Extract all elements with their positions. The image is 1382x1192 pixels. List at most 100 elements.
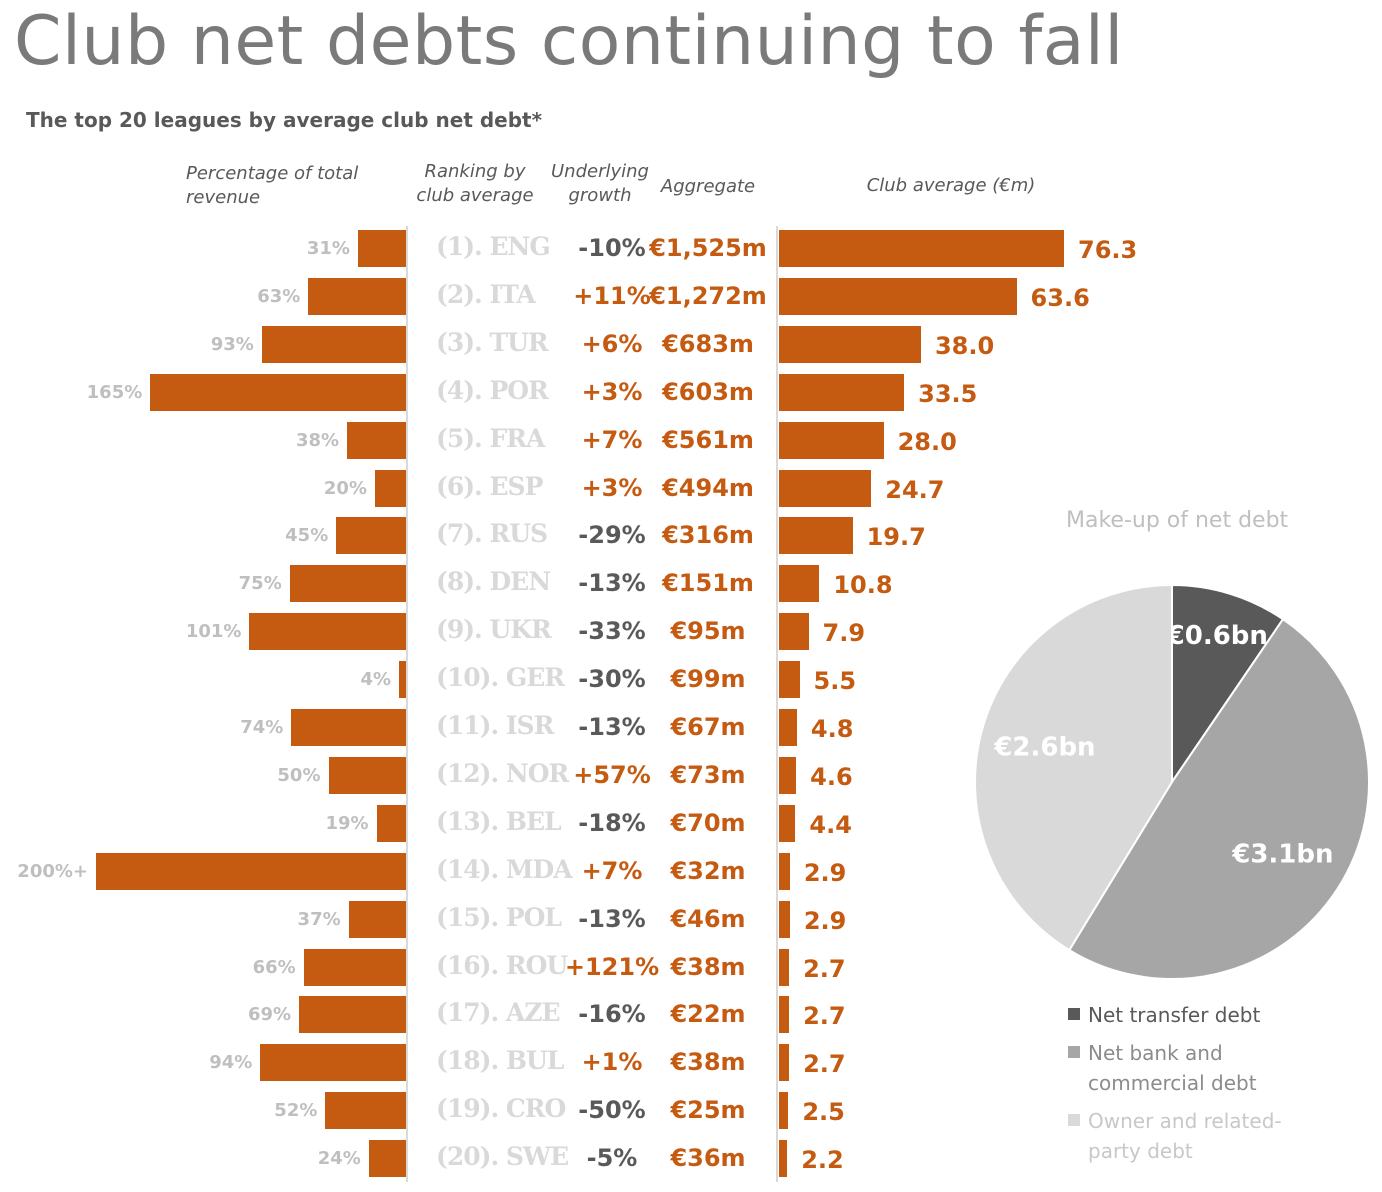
page-title: Club net debts continuing to fall [14,2,1124,81]
pct-bar [325,1092,406,1130]
growth-label: -30% [578,665,646,694]
aggregate-label: €36m [670,1144,746,1173]
pct-label: 45% [285,525,329,547]
pct-label: 63% [257,285,301,307]
legend-item-bank: Net bank and commercial debt [1068,1038,1368,1098]
average-bar [779,709,797,746]
pct-bar [399,661,406,699]
pie-slice-bank-label: €3.1bn [1231,840,1333,870]
pie-slice-bank [1067,617,1370,980]
average-label: 2.7 [803,1002,846,1031]
pct-bar [261,325,406,363]
growth-label: -13% [578,569,646,598]
aggregate-label: €99m [670,665,746,694]
pct-label: 66% [252,956,296,978]
aggregate-label: €494m [662,473,754,502]
rank-label: (12). NOR [436,758,569,788]
average-label: 2.7 [803,1050,846,1079]
average-bar [779,277,1017,315]
pie-legend: Net transfer debt Net bank and commercia… [1068,1000,1368,1174]
aggregate-label: €22m [670,1000,746,1029]
pie-slice-owner [974,583,1173,952]
subtitle: The top 20 leagues by average club net d… [26,108,543,132]
rank-label: (6). ESP [436,471,543,501]
average-label: 2.5 [802,1098,845,1127]
average-label: 19.7 [866,523,926,552]
pct-label: 74% [240,717,284,738]
pct-bar [249,613,406,651]
pct-bar [260,1044,406,1082]
pct-label: 69% [247,1004,292,1026]
aggregate-label: €70m [670,808,746,837]
aggregate-label: €151m [662,569,754,598]
header-pct: Percentage of total revenue [186,163,359,208]
pie-chart: €0.6bn €3.1bn €2.6bn [974,583,1370,980]
pct-bar [96,852,406,890]
average-bar [779,852,790,890]
header-growth: Underlying growth [551,161,649,206]
growth-label: +11% [573,281,651,310]
axis-right [776,226,778,1182]
average-label: 4.8 [810,715,854,743]
aggregate-label: €38m [670,1048,746,1077]
pct-label: 4% [360,669,391,691]
pct-label: 31% [306,238,350,259]
growth-label: +3% [581,377,643,406]
pct-bar [357,230,406,267]
pct-label: 94% [209,1052,253,1074]
pct-bar [291,709,406,746]
average-label: 7.9 [822,619,866,648]
axis-left [406,226,408,1182]
average-bar [779,613,809,651]
pct-bar [289,565,406,603]
average-bar [779,1140,788,1178]
legend-swatch-owner [1068,1114,1080,1126]
rank-label: (7). RUS [436,519,548,549]
pct-bar [347,421,406,459]
growth-label: +121% [564,952,660,981]
pct-bar [375,469,406,507]
pie-slice-transfer-label: €0.6bn [1166,621,1268,651]
average-label: 2.7 [803,954,846,983]
average-bar [779,230,1064,267]
rank-label: (4). POR [436,375,549,405]
growth-label: -18% [578,808,646,837]
legend-swatch-transfer [1068,1008,1080,1020]
pct-label: 101% [185,621,242,643]
growth-label: -13% [578,904,646,933]
rank-label: (2). ITA [436,279,536,309]
growth-label: +7% [581,856,643,885]
average-label: 76.3 [1078,236,1138,264]
growth-label: -33% [578,617,646,646]
aggregate-label: €1,525m [649,234,767,262]
pct-label: 93% [210,333,254,355]
pct-bar [376,804,406,842]
pct-label: 37% [297,908,341,930]
aggregate-label: €561m [662,425,754,454]
aggregate-label: €67m [670,713,746,741]
pct-bar [336,517,406,555]
average-bar [779,1044,790,1082]
rank-label: (13). BEL [436,806,562,836]
aggregate-label: €1,272m [649,281,767,310]
average-bar [779,661,800,699]
average-label: 63.6 [1030,283,1090,312]
pct-label: 165% [86,381,143,403]
rank-label: (1). ENG [436,232,551,261]
pie-title: Make-up of net debt [1066,508,1289,533]
pct-bar [328,756,406,794]
average-label: 38.0 [934,331,995,360]
average-bar [779,469,872,507]
pct-label: 24% [317,1148,361,1170]
rank-label: (16). ROU [436,950,568,980]
average-bar [779,373,905,411]
rank-label: (10). GER [436,663,565,693]
growth-label: +6% [581,329,643,358]
rank-label: (11). ISR [436,711,554,740]
aggregate-label: €603m [662,377,754,406]
average-bar [779,1092,789,1130]
growth-label: +1% [581,1048,643,1077]
average-bar [779,325,921,363]
average-label: 4.4 [809,810,852,839]
